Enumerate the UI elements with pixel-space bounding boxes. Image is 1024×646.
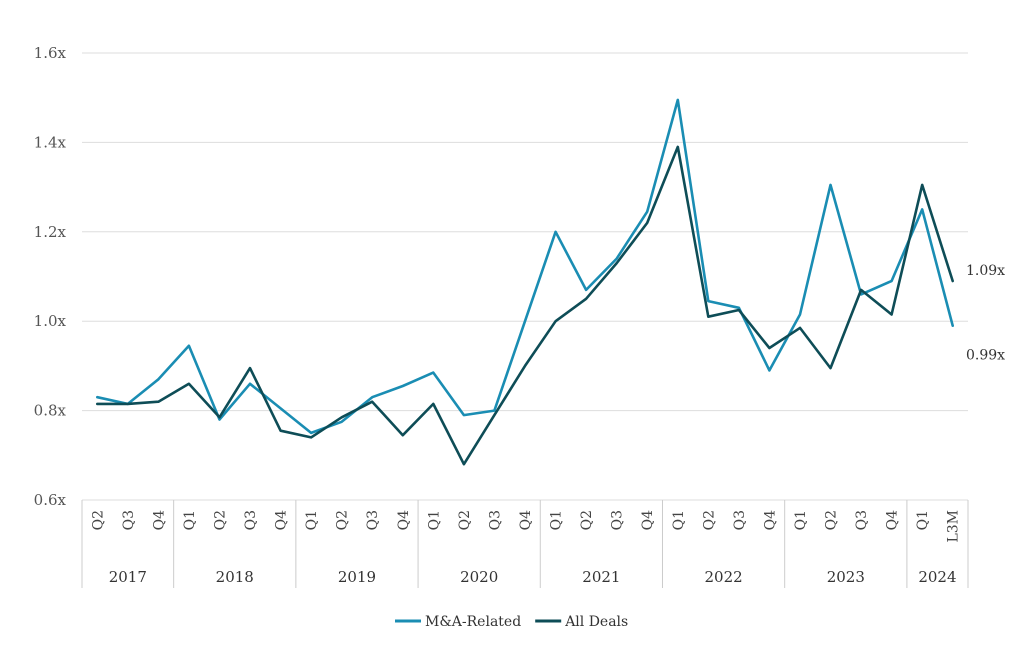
x-tick-label: Q2 (824, 510, 840, 530)
x-tick-label: Q4 (885, 510, 901, 530)
y-tick-label: 1.2x (34, 223, 67, 241)
year-label: 2024 (918, 568, 956, 586)
end-value-label: 1.09x (966, 263, 1005, 279)
year-label: 2021 (582, 568, 620, 586)
x-tick-label: Q3 (487, 510, 503, 530)
x-tick-label: Q1 (304, 510, 320, 530)
x-tick-label: Q4 (151, 510, 167, 530)
x-tick-label: Q2 (457, 510, 473, 530)
x-tick-label: Q3 (365, 510, 381, 530)
end-value-label: 0.99x (966, 348, 1005, 364)
year-label: 2017 (109, 568, 147, 586)
year-label: 2018 (216, 568, 254, 586)
x-tick-label: Q2 (579, 510, 595, 530)
x-tick-label: Q4 (396, 510, 412, 530)
series-lines (96, 98, 955, 466)
legend: M&A-Related All Deals (395, 614, 628, 630)
gridlines (82, 52, 968, 501)
x-tick-label: Q1 (671, 510, 687, 530)
x-tick-label: Q1 (915, 510, 931, 530)
x-tick-label: Q4 (518, 510, 534, 530)
x-tick-label: Q3 (121, 510, 137, 530)
y-tick-label: 1.6x (34, 44, 67, 62)
series-line (96, 98, 955, 435)
x-tick-label: Q2 (701, 510, 717, 530)
year-label: 2020 (460, 568, 498, 586)
x-tick-label: Q2 (335, 510, 351, 530)
x-tick-label: Q3 (732, 510, 748, 530)
legend-label: All Deals (564, 614, 628, 630)
series-line (96, 145, 955, 466)
y-axis: 0.6x 0.8x 1.0x 1.2x 1.4x 1.6x (34, 44, 67, 509)
legend-label: M&A-Related (425, 614, 521, 630)
end-labels: 0.99x 1.09x (966, 263, 1005, 364)
x-tick-label: Q1 (793, 510, 809, 530)
x-tick-label: Q2 (212, 510, 228, 530)
year-label: 2022 (704, 568, 742, 586)
year-label: 2019 (338, 568, 376, 586)
x-tick-label: Q3 (243, 510, 259, 530)
x-tick-label: Q4 (640, 510, 656, 530)
x-tick-label: Q2 (90, 510, 106, 530)
x-tick-label: L3M (946, 510, 962, 543)
y-tick-label: 0.8x (34, 402, 67, 420)
x-tick-label: Q4 (762, 510, 778, 530)
x-tick-label: Q1 (426, 510, 442, 530)
year-label: 2023 (827, 568, 865, 586)
x-tick-label: Q3 (854, 510, 870, 530)
x-axis: Q2 Q3 Q4 Q1 Q2 Q3 Q4 Q1 Q2 Q3 Q4 Q1 Q2 Q3 Q4 Q1 Q2 Q3 Q4 Q1… (81, 500, 969, 588)
x-tick-label: Q4 (274, 510, 290, 530)
y-tick-label: 1.4x (34, 133, 67, 151)
x-tick-label: Q3 (610, 510, 626, 530)
y-tick-label: 1.0x (34, 312, 67, 330)
x-tick-label: Q1 (182, 510, 198, 530)
x-tick-label: Q1 (549, 510, 565, 530)
y-tick-label: 0.6x (34, 491, 67, 509)
